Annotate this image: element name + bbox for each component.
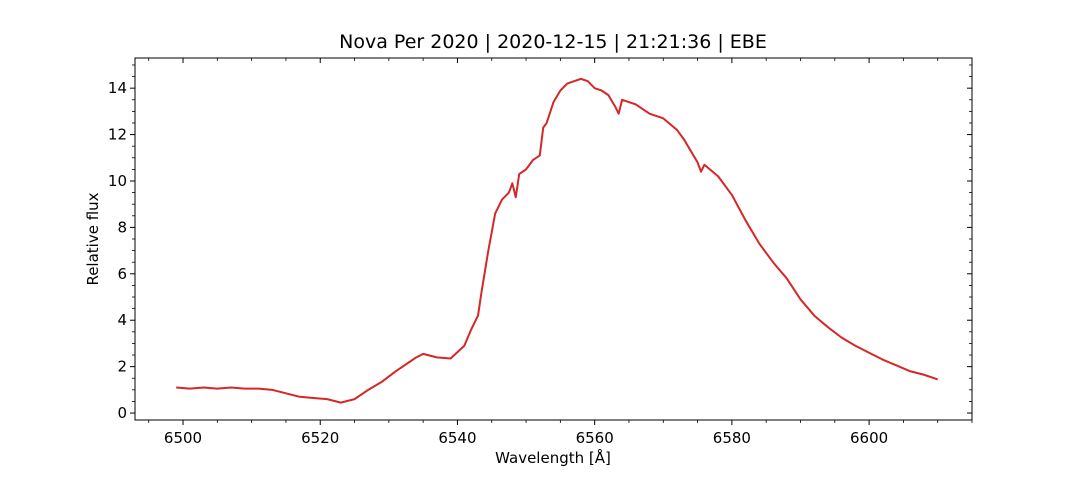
x-tick-label: 6600	[850, 429, 888, 447]
x-tick-label: 6580	[713, 429, 751, 447]
y-tick-label: 4	[117, 311, 127, 329]
y-tick-label: 8	[117, 218, 127, 236]
x-tick-label: 6560	[576, 429, 614, 447]
y-axis-label: Relative flux	[84, 192, 102, 285]
plot-area: 6500 6520 6540 6560 6580 6600 0 2 4 6 8 10 12 14	[108, 57, 973, 447]
chart-title: Nova Per 2020 | 2020-12-15 | 21:21:36 | …	[339, 31, 767, 53]
y-tick-label: 2	[117, 358, 127, 376]
y-tick-label: 0	[117, 404, 127, 422]
y-tick-label: 12	[108, 126, 127, 144]
y-tick-label: 10	[108, 172, 127, 190]
series-line-0	[176, 77, 939, 404]
x-tick-label: 6540	[438, 429, 476, 447]
x-tick-label: 6520	[301, 429, 339, 447]
x-tick-label: 6500	[164, 429, 202, 447]
x-axis-label: Wavelength [Å]	[495, 448, 611, 467]
y-tick-label: 14	[108, 79, 127, 97]
y-tick-label: 6	[117, 265, 127, 283]
